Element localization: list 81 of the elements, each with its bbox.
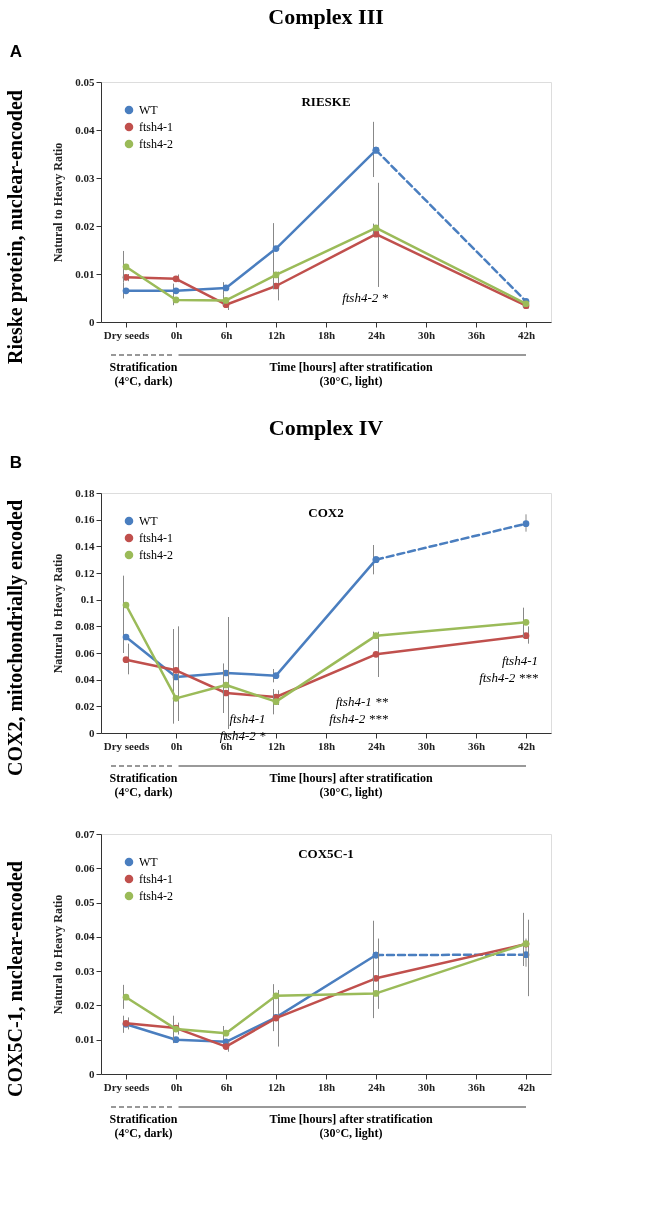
text: COX5C-1 — [298, 846, 354, 861]
y-tick-label: 0.14 — [75, 539, 95, 552]
x-tick-label: 24h — [367, 1080, 386, 1093]
y-tick-label: 0 — [89, 1067, 95, 1080]
x-tick-label: 24h — [367, 328, 386, 341]
chart-title: Complex IV — [268, 415, 384, 440]
y-tick-label: 0.04 — [75, 930, 95, 943]
y-tick-label: 0.08 — [75, 619, 95, 632]
y-tick-label: 0 — [89, 315, 95, 328]
x-tick-label: Dry seeds — [103, 1080, 150, 1093]
annotation: ftsh4-1 ** ftsh4-2 *** — [329, 694, 389, 726]
x-tick-label: 36h — [467, 1080, 486, 1093]
legend-label: WT — [139, 855, 159, 869]
x-tick-label: 42h — [517, 328, 536, 341]
x-tick-label: 12h — [267, 739, 286, 752]
y-tick-label: 0.04 — [75, 123, 95, 136]
x-tick-label: 24h — [367, 739, 386, 752]
x-tick-label: 36h — [467, 328, 486, 341]
y-tick-label: 0.03 — [75, 964, 95, 977]
legend-label: ftsh4-1 — [139, 531, 173, 545]
y-axis-title: Natural to Heavy Ratio — [51, 142, 66, 263]
y-tick-label: 0.02 — [75, 998, 95, 1011]
text: RIESKE — [301, 94, 351, 109]
legend-label: ftsh4-1 — [139, 872, 173, 886]
legend-label: ftsh4-2 — [139, 137, 173, 151]
x-tick-label: 12h — [267, 1080, 286, 1093]
y-tick-label: 0.1 — [80, 593, 95, 606]
y-tick-label: 0.16 — [75, 513, 95, 526]
legend-label: WT — [139, 514, 159, 528]
legend-label: ftsh4-2 — [139, 548, 173, 562]
y-tick-label: 0.02 — [75, 699, 95, 712]
y-tick-label: 0.07 — [75, 827, 95, 840]
x-tick-label: 30h — [417, 328, 436, 341]
legend-label: ftsh4-2 — [139, 889, 173, 903]
text: COX2, mitochondrially encoded — [4, 499, 27, 777]
text: Stratification (4°C, dark) — [109, 360, 178, 388]
legend-label: WT — [139, 103, 159, 117]
y-tick-label: 0.05 — [75, 896, 95, 909]
x-tick-label: 12h — [267, 328, 286, 341]
y-axis-title: Natural to Heavy Ratio — [51, 553, 66, 674]
text: B — [9, 453, 23, 472]
x-tick-label: Dry seeds — [103, 739, 150, 752]
x-tick-label: Dry seeds — [103, 328, 150, 341]
text: COX2 — [308, 505, 344, 520]
text: Stratification (4°C, dark) — [109, 1112, 178, 1140]
x-tick-label: 0h — [170, 1080, 183, 1093]
legend-label: ftsh4-1 — [139, 120, 173, 134]
y-tick-label: 0.12 — [75, 566, 95, 579]
y-tick-label: 0.04 — [75, 673, 95, 686]
y-tick-label: 0.05 — [75, 75, 95, 88]
x-tick-label: 6h — [220, 328, 233, 341]
chart-title: Complex III — [268, 4, 384, 29]
x-tick-label: 0h — [170, 328, 183, 341]
x-tick-label: 30h — [417, 739, 436, 752]
y-tick-label: 0.02 — [75, 219, 95, 232]
y-tick-label: 0.01 — [75, 267, 95, 280]
x-tick-label: 42h — [517, 1080, 536, 1093]
x-tick-label: 36h — [467, 739, 486, 752]
y-tick-label: 0.01 — [75, 1033, 95, 1046]
annotation: ftsh4-2 * — [342, 290, 389, 306]
y-tick-label: 0.18 — [75, 486, 95, 499]
text: Stratification (4°C, dark) — [109, 771, 178, 799]
x-tick-label: 6h — [220, 1080, 233, 1093]
y-tick-label: 0 — [89, 726, 95, 739]
text: Time [hours] after stratification (30°C, light) — [269, 1112, 433, 1140]
text: Time [hours] after stratification (30°C, light) — [269, 360, 433, 388]
x-tick-label: 18h — [317, 739, 336, 752]
x-tick-label: 30h — [417, 1080, 436, 1093]
text: A — [9, 42, 23, 61]
x-tick-label: 18h — [317, 328, 336, 341]
text: Rieske protein, nuclear-encoded — [4, 90, 27, 364]
y-tick-label: 0.03 — [75, 171, 95, 184]
y-axis-title: Natural to Heavy Ratio — [51, 894, 66, 1015]
x-tick-label: 18h — [317, 1080, 336, 1093]
y-tick-label: 0.06 — [75, 861, 95, 874]
annotation: ftsh4-1 ftsh4-2 *** — [479, 653, 539, 686]
text: Time [hours] after stratification (30°C, light) — [269, 771, 433, 799]
x-tick-label: 0h — [170, 739, 183, 752]
text: COX5C-1, nuclear-encoded — [4, 861, 26, 1097]
y-tick-label: 0.06 — [75, 646, 95, 659]
x-tick-label: 42h — [517, 739, 536, 752]
